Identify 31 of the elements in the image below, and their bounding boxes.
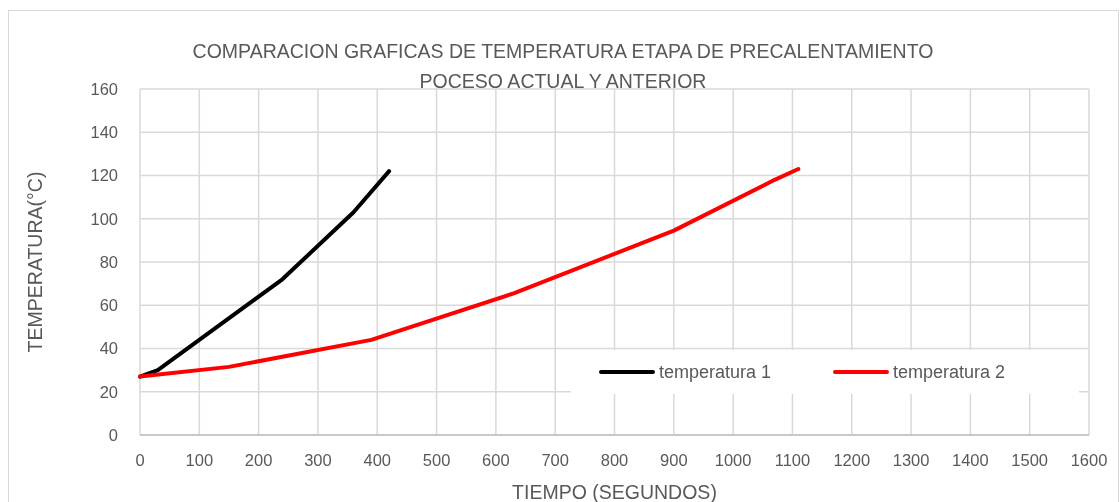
y-axis-title: TEMPERATURA(°C) (24, 171, 46, 353)
x-tick-label: 400 (363, 451, 392, 469)
x-tick-label: 700 (541, 451, 569, 469)
x-tick-label: 1300 (892, 451, 930, 469)
line-series (138, 169, 392, 379)
x-tick-label: 100 (185, 451, 214, 469)
x-tick-label: 1400 (952, 451, 989, 469)
y-tick-label: 120 (90, 166, 118, 185)
chart-title: COMPARACION GRAFICAS DE TEMPERATURA ETAPA DE PRECALENTAMIENTO POCESO ACTUAL Y ANTERIOR (192, 40, 934, 92)
y-tick-label: 160 (90, 79, 118, 98)
legend-label: temperatura 1 (659, 362, 772, 383)
y-tick-label: 40 (99, 339, 118, 358)
y-tick-label: 20 (99, 382, 118, 401)
y-tick-label: 100 (90, 209, 118, 228)
x-tick-label: 600 (482, 451, 510, 469)
x-tick-label: 900 (660, 451, 688, 469)
y-tick-label: 0 (108, 425, 118, 444)
legend-label: temperatura 2 (893, 362, 1006, 383)
y-tick-label: 80 (99, 252, 118, 271)
y-tick-label: 60 (99, 296, 118, 315)
x-tick-label: 1500 (1011, 451, 1049, 469)
x-tick-label: 500 (422, 451, 451, 469)
y-tick-label: 140 (90, 123, 118, 142)
x-tick-label: 200 (244, 451, 273, 469)
x-tick-label: 0 (135, 451, 145, 469)
x-tick-label: 1100 (774, 451, 811, 469)
x-tick-label: 1000 (714, 451, 752, 469)
x-tick-label: 800 (600, 451, 629, 469)
x-tick-label: 300 (304, 451, 332, 469)
x-tick-label: 1600 (1070, 451, 1108, 469)
x-tick-label: 1200 (833, 451, 871, 469)
